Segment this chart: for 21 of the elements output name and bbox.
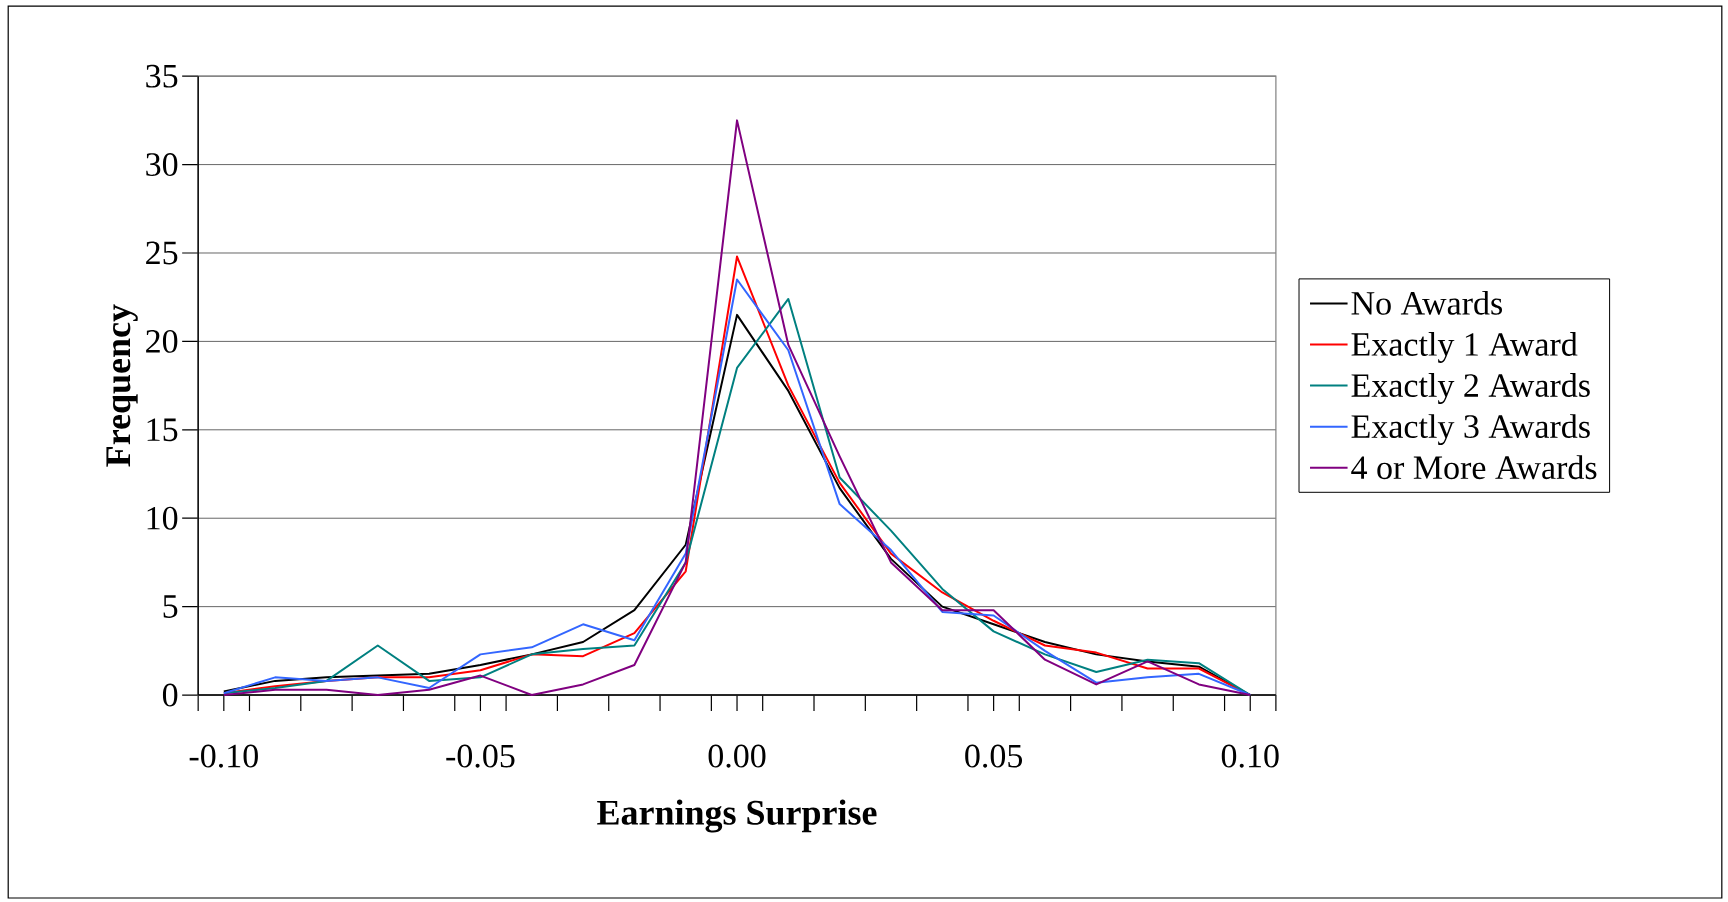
- y-tick-label: 25: [146, 241, 178, 265]
- y-tick-label: 20: [146, 329, 178, 353]
- x-axis-title: Earnings Surprise: [597, 799, 877, 833]
- y-tick-label: 0: [162, 683, 178, 707]
- legend-label: No Awards: [1351, 290, 1502, 315]
- y-tick-label: 35: [146, 64, 178, 88]
- legend-label: Exactly 3 Awards: [1351, 414, 1590, 445]
- x-tick-label: 0.00: [708, 744, 766, 768]
- y-axis-title: Frequency: [106, 304, 138, 467]
- x-tick-label: -0.10: [189, 744, 258, 768]
- legend-label: Exactly 1 Award: [1351, 331, 1578, 363]
- line-series: [222, 119, 1252, 696]
- legend-label: Exactly 2 Awards: [1351, 372, 1590, 404]
- x-tick-label: 0.05: [965, 744, 1023, 768]
- x-tick-label: 0.10: [1221, 744, 1279, 768]
- y-tick-label: 10: [147, 506, 178, 530]
- y-tick-label: 15: [147, 418, 178, 442]
- y-tick-label: 5: [163, 595, 178, 618]
- legend-label: 4 or More Awards: [1351, 455, 1597, 480]
- x-tick-label: -0.05: [446, 744, 515, 768]
- y-tick-label: 30: [146, 153, 178, 176]
